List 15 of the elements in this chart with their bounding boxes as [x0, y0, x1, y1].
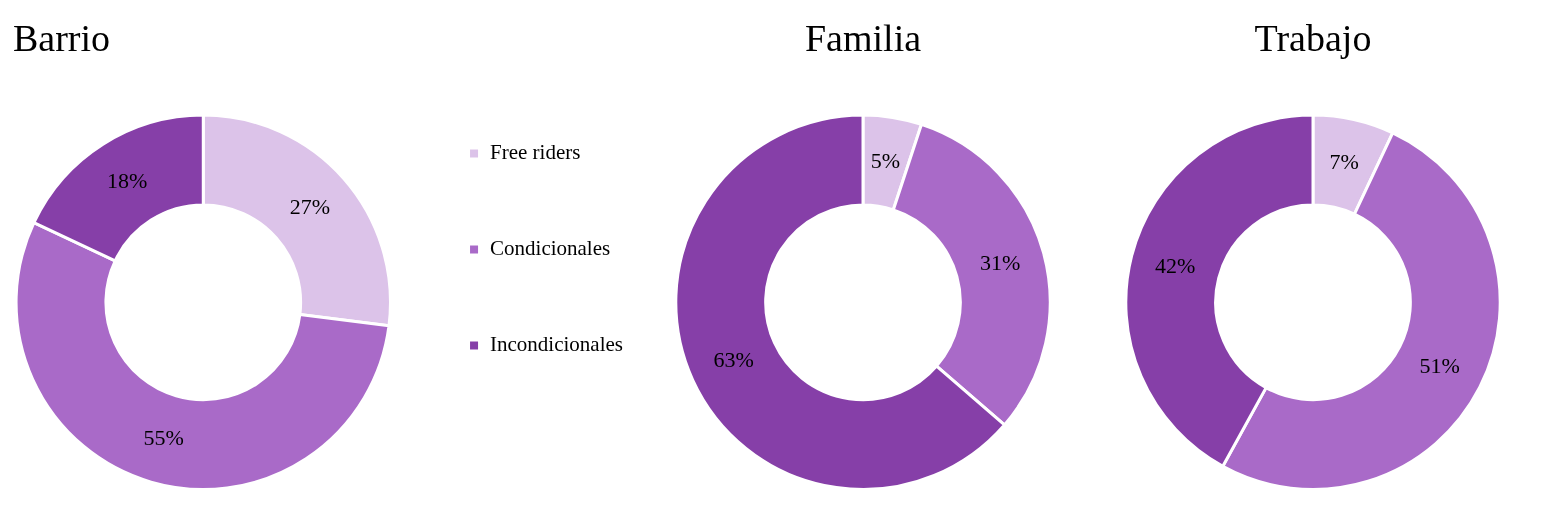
data-label: 31%	[979, 250, 1021, 276]
data-label: 55%	[143, 424, 184, 450]
data-label: 27%	[289, 194, 331, 219]
legend-label: Incondicionales	[490, 332, 623, 357]
data-label: 42%	[1155, 252, 1196, 278]
legend-label: Free riders	[490, 140, 581, 165]
data-label: 51%	[1419, 352, 1460, 378]
chart-title: Trabajo	[1254, 16, 1372, 59]
chart-title: Barrio	[13, 16, 111, 59]
data-label: 7%	[1329, 149, 1359, 175]
legend-label: Condicionales	[490, 236, 611, 261]
data-label: 5%	[870, 147, 901, 173]
data-label: 63%	[713, 347, 754, 373]
chart-title: Familia	[804, 16, 922, 59]
data-label: 18%	[106, 167, 148, 193]
